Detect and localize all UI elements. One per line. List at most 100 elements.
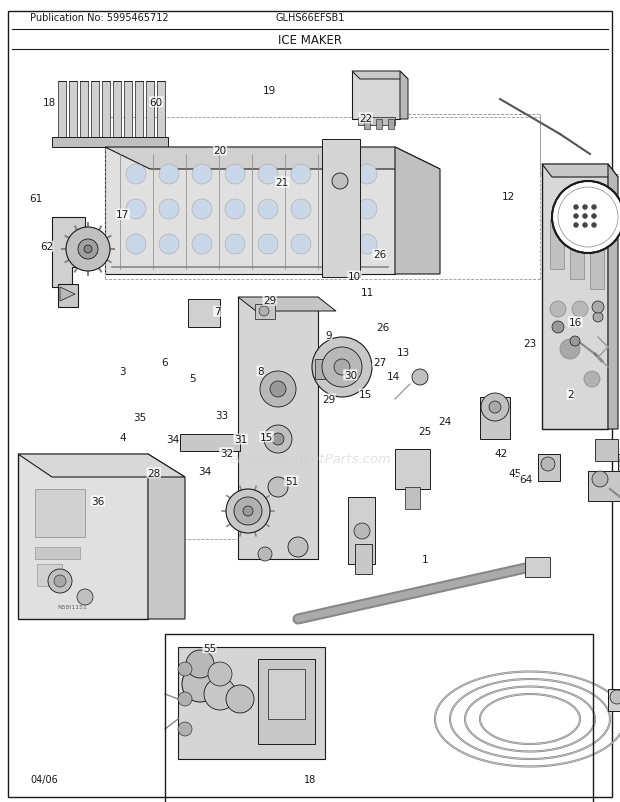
Polygon shape: [148, 455, 185, 619]
Circle shape: [572, 302, 588, 318]
Circle shape: [541, 457, 555, 472]
Circle shape: [324, 235, 344, 255]
Circle shape: [593, 313, 603, 322]
Polygon shape: [18, 455, 185, 477]
Polygon shape: [60, 288, 75, 302]
Circle shape: [126, 235, 146, 255]
Bar: [165, 634, 593, 802]
Text: eReplacementParts.com: eReplacementParts.com: [229, 453, 391, 466]
Polygon shape: [395, 148, 440, 274]
Polygon shape: [588, 472, 620, 501]
Polygon shape: [105, 148, 395, 274]
Polygon shape: [595, 439, 618, 461]
Text: 9: 9: [326, 330, 332, 340]
Circle shape: [550, 302, 566, 318]
Circle shape: [591, 205, 596, 210]
Circle shape: [291, 200, 311, 220]
Circle shape: [234, 497, 262, 525]
Circle shape: [291, 235, 311, 255]
Text: ICE MAKER: ICE MAKER: [278, 34, 342, 47]
Text: 21: 21: [275, 178, 289, 188]
Polygon shape: [157, 82, 165, 140]
Polygon shape: [238, 298, 318, 559]
Bar: [550, 220, 564, 269]
Text: 45: 45: [508, 468, 521, 478]
Text: 10: 10: [348, 272, 361, 282]
Circle shape: [270, 382, 286, 398]
Polygon shape: [180, 435, 240, 452]
Polygon shape: [364, 119, 370, 130]
Circle shape: [288, 537, 308, 557]
Polygon shape: [400, 72, 408, 119]
Circle shape: [192, 235, 212, 255]
Text: 14: 14: [387, 372, 401, 382]
Circle shape: [552, 182, 620, 253]
Polygon shape: [538, 455, 560, 481]
Circle shape: [243, 506, 253, 516]
Polygon shape: [542, 164, 608, 429]
Text: 29: 29: [263, 296, 277, 306]
Text: 27: 27: [373, 358, 386, 367]
Circle shape: [84, 245, 92, 253]
Polygon shape: [358, 118, 395, 126]
Polygon shape: [405, 488, 420, 509]
Circle shape: [268, 477, 288, 497]
Circle shape: [312, 338, 372, 398]
Text: 34: 34: [198, 467, 211, 476]
Circle shape: [272, 433, 284, 445]
Polygon shape: [348, 497, 375, 565]
Circle shape: [574, 214, 578, 219]
Polygon shape: [91, 82, 99, 140]
Circle shape: [592, 302, 604, 314]
Circle shape: [334, 359, 350, 375]
Circle shape: [178, 662, 192, 676]
Bar: [570, 229, 584, 280]
Polygon shape: [608, 164, 618, 429]
Text: 32: 32: [219, 448, 233, 458]
Circle shape: [208, 662, 232, 687]
Text: 6: 6: [161, 358, 167, 367]
Polygon shape: [80, 82, 88, 140]
Circle shape: [583, 223, 588, 229]
Text: 51: 51: [285, 476, 298, 486]
Circle shape: [570, 337, 580, 346]
Polygon shape: [376, 119, 382, 130]
Text: 22: 22: [359, 114, 373, 124]
Circle shape: [159, 164, 179, 184]
Circle shape: [357, 164, 377, 184]
Text: 15: 15: [260, 432, 273, 442]
Circle shape: [126, 200, 146, 220]
Text: 12: 12: [502, 192, 515, 201]
Circle shape: [77, 589, 93, 606]
Circle shape: [610, 691, 620, 704]
Circle shape: [78, 240, 98, 260]
Text: 55: 55: [203, 643, 216, 653]
Polygon shape: [188, 300, 220, 327]
Circle shape: [126, 164, 146, 184]
Text: 15: 15: [359, 390, 373, 399]
Text: 36: 36: [91, 496, 105, 506]
Polygon shape: [105, 148, 440, 170]
Circle shape: [159, 235, 179, 255]
Circle shape: [591, 214, 596, 219]
Circle shape: [332, 174, 348, 190]
Polygon shape: [58, 285, 78, 308]
Circle shape: [583, 205, 588, 210]
Circle shape: [178, 722, 192, 736]
Text: N58I1151: N58I1151: [57, 605, 87, 610]
Circle shape: [592, 472, 608, 488]
Polygon shape: [352, 72, 408, 80]
Circle shape: [591, 223, 596, 229]
Polygon shape: [18, 455, 148, 619]
Text: 5: 5: [189, 374, 195, 383]
Polygon shape: [258, 659, 315, 744]
Text: 20: 20: [213, 146, 227, 156]
Circle shape: [54, 575, 66, 587]
Text: 16: 16: [569, 318, 582, 327]
Polygon shape: [618, 455, 620, 480]
Circle shape: [357, 200, 377, 220]
Text: 61: 61: [29, 194, 43, 204]
Text: 3: 3: [120, 367, 126, 376]
Text: 8: 8: [257, 367, 264, 376]
Circle shape: [66, 228, 110, 272]
